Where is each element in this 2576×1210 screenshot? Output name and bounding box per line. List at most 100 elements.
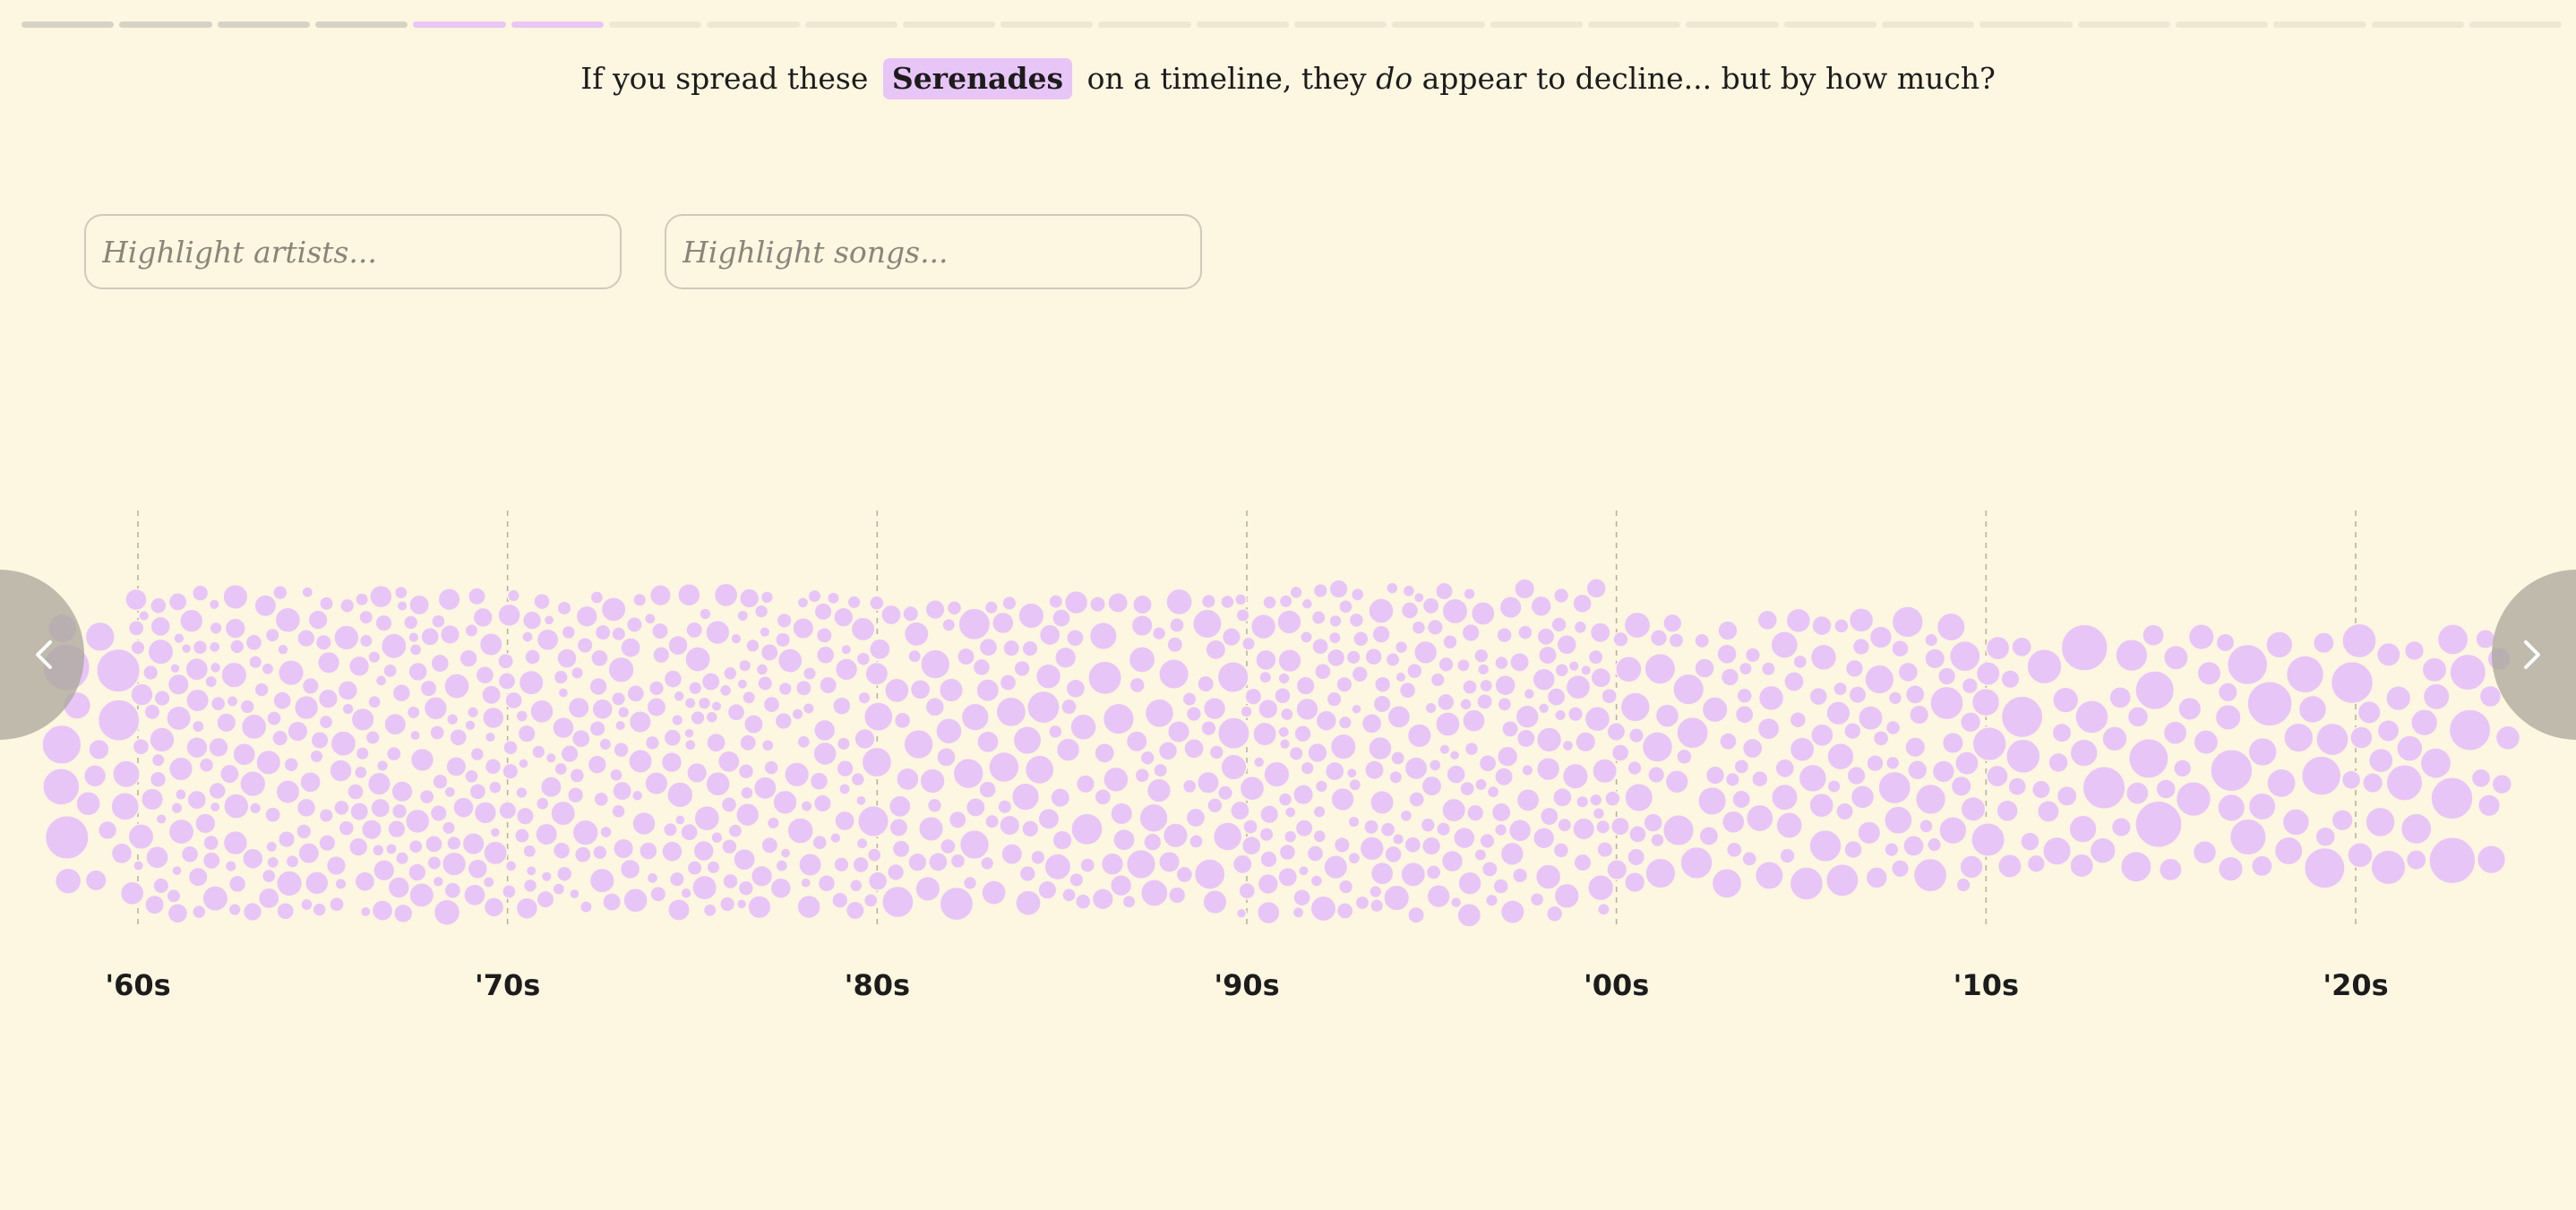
song-bubble[interactable] (2478, 684, 2503, 708)
song-bubble[interactable] (266, 710, 282, 726)
song-bubble[interactable] (1235, 907, 1248, 920)
song-bubble[interactable] (387, 876, 411, 899)
song-bubble[interactable] (396, 600, 408, 613)
song-bubble[interactable] (1785, 607, 1812, 634)
song-bubble[interactable] (928, 852, 949, 872)
song-bubble[interactable] (735, 802, 760, 828)
song-bubble[interactable] (646, 697, 667, 717)
song-bubble[interactable] (1050, 787, 1071, 809)
song-bubble[interactable] (909, 678, 932, 700)
song-bubble[interactable] (976, 730, 1000, 754)
song-bubble[interactable] (907, 852, 928, 872)
song-bubble[interactable] (760, 590, 775, 605)
song-bubble[interactable] (1760, 661, 1776, 677)
song-bubble[interactable] (1284, 829, 1298, 844)
song-bubble[interactable] (826, 591, 840, 605)
song-bubble[interactable] (1384, 845, 1403, 864)
song-bubble[interactable] (372, 844, 385, 857)
song-bubble[interactable] (2031, 779, 2051, 800)
song-bubble[interactable] (1043, 853, 1072, 881)
song-bubble[interactable] (869, 595, 885, 611)
song-bubble[interactable] (864, 661, 889, 686)
song-bubble[interactable] (525, 864, 537, 877)
song-bubble[interactable] (809, 771, 829, 791)
song-bubble[interactable] (506, 588, 520, 603)
song-bubble[interactable] (1109, 873, 1133, 897)
song-bubble[interactable] (502, 739, 519, 756)
song-bubble[interactable] (833, 856, 850, 873)
song-bubble[interactable] (521, 610, 543, 631)
song-bubble[interactable] (686, 860, 703, 877)
song-bubble[interactable] (208, 640, 221, 654)
song-bubble[interactable] (2265, 631, 2294, 659)
song-bubble[interactable] (443, 673, 470, 699)
song-bubble[interactable] (1169, 617, 1185, 633)
song-bubble[interactable] (1372, 694, 1392, 714)
song-bubble[interactable] (1230, 800, 1250, 821)
song-bubble[interactable] (443, 881, 462, 900)
song-bubble[interactable] (1408, 791, 1426, 808)
song-bubble[interactable] (255, 749, 282, 776)
song-bubble[interactable] (1013, 659, 1031, 678)
song-bubble[interactable] (1406, 662, 1423, 680)
song-bubble[interactable] (1811, 614, 1833, 637)
song-bubble[interactable] (329, 896, 345, 913)
song-bubble[interactable] (408, 643, 423, 656)
song-bubble[interactable] (834, 810, 855, 832)
song-bubble[interactable] (1292, 905, 1305, 919)
song-bubble[interactable] (760, 738, 775, 752)
song-bubble[interactable] (941, 617, 957, 632)
song-bubble[interactable] (150, 596, 167, 615)
song-bubble[interactable] (443, 785, 457, 799)
song-bubble[interactable] (149, 770, 167, 788)
song-bubble[interactable] (867, 871, 889, 892)
song-bubble[interactable] (686, 761, 708, 784)
song-bubble[interactable] (997, 799, 1013, 815)
song-bubble[interactable] (692, 839, 715, 862)
song-bubble[interactable] (198, 757, 215, 774)
song-bubble[interactable] (408, 862, 427, 882)
song-bubble[interactable] (700, 672, 721, 692)
song-bubble[interactable] (277, 659, 305, 687)
song-bubble[interactable] (1456, 658, 1471, 673)
song-bubble[interactable] (1587, 874, 1615, 902)
song-bubble[interactable] (385, 745, 402, 762)
song-bubble[interactable] (1890, 859, 1911, 879)
song-bubble[interactable] (1196, 770, 1221, 794)
song-bubble[interactable] (1479, 832, 1496, 849)
song-bubble[interactable] (1327, 631, 1342, 645)
song-bubble[interactable] (228, 902, 242, 917)
song-bubble[interactable] (1904, 684, 1926, 705)
song-bubble[interactable] (1546, 905, 1564, 923)
song-bubble[interactable] (425, 835, 443, 854)
song-bubble[interactable] (1619, 691, 1651, 723)
song-bubble[interactable] (2494, 725, 2521, 751)
song-bubble[interactable] (1538, 645, 1558, 665)
song-bubble[interactable] (999, 814, 1021, 837)
song-bubble[interactable] (539, 776, 562, 799)
song-bubble[interactable] (613, 837, 635, 860)
song-bubble[interactable] (1694, 657, 1715, 679)
song-bubble[interactable] (693, 804, 721, 832)
song-bubble[interactable] (432, 773, 449, 790)
song-bubble[interactable] (1596, 841, 1614, 859)
song-bubble[interactable] (1808, 686, 1829, 707)
song-bubble[interactable] (242, 847, 264, 870)
song-bubble[interactable] (1649, 629, 1669, 648)
song-bubble[interactable] (1383, 884, 1411, 912)
song-bubble[interactable] (1370, 898, 1385, 914)
song-bubble[interactable] (515, 897, 539, 920)
song-bubble[interactable] (1110, 802, 1134, 826)
song-bubble[interactable] (2060, 623, 2108, 672)
song-bubble[interactable] (261, 662, 275, 676)
song-bubble[interactable] (179, 608, 204, 633)
song-bubble[interactable] (488, 780, 502, 794)
song-bubble[interactable] (1100, 852, 1125, 876)
song-bubble[interactable] (208, 736, 229, 759)
song-bubble[interactable] (886, 862, 906, 882)
song-bubble[interactable] (2331, 809, 2354, 832)
song-bubble[interactable] (2246, 681, 2293, 727)
song-bubble[interactable] (1738, 661, 1753, 676)
song-bubble[interactable] (1277, 866, 1299, 888)
song-bubble[interactable] (1462, 708, 1486, 734)
